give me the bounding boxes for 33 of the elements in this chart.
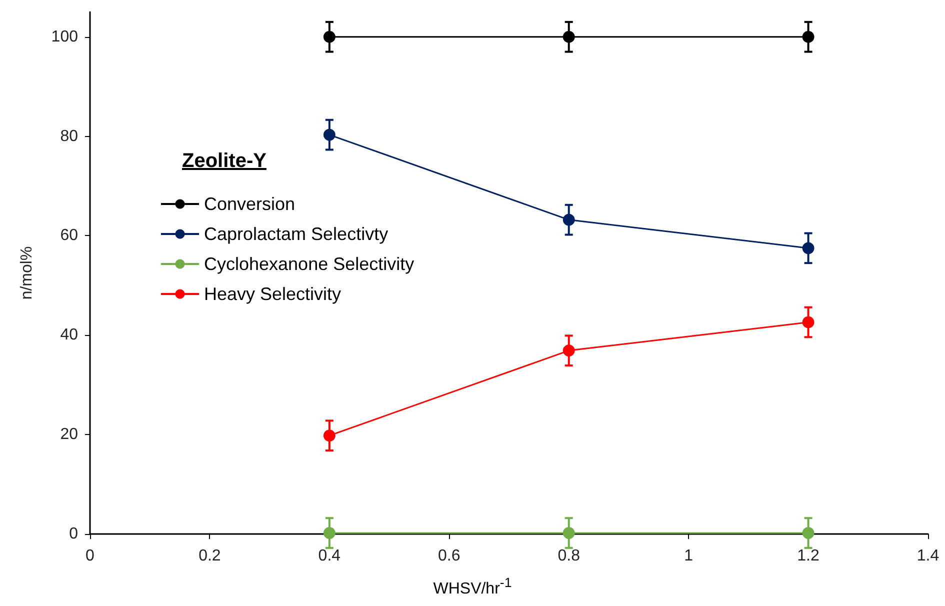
y-tick-label: 100: [51, 28, 78, 46]
legend-label: Heavy Selectivity: [204, 284, 342, 304]
y-tick-label: 80: [60, 128, 78, 145]
point: [802, 527, 814, 539]
point: [562, 30, 575, 43]
x-tick-label: 1.4: [916, 548, 940, 564]
point: [323, 128, 336, 141]
point: [802, 242, 814, 254]
point: [562, 527, 575, 539]
y-axis-title: n/mol%: [18, 246, 36, 300]
point: [562, 344, 575, 357]
y-tick-label: 20: [60, 426, 78, 444]
x-tick-label: 1.2: [797, 548, 820, 564]
y-tick-label: 60: [60, 227, 78, 244]
point: [323, 430, 336, 442]
legend-label: Cyclohexanone Selectivity: [204, 254, 414, 274]
x-tick-label: 0: [86, 548, 95, 564]
point: [323, 527, 336, 539]
x-axis-title: WHSV/hr$^{-1}$: [432, 575, 513, 598]
x-tick-label: 0.6: [438, 548, 460, 564]
point: [562, 214, 575, 226]
point: [802, 30, 814, 43]
x-tick-label: 1: [684, 548, 694, 564]
y-tick-label: 40: [60, 326, 78, 344]
point: [323, 30, 336, 43]
legend-label: Conversion: [204, 194, 296, 214]
x-tick-label: 0.2: [198, 548, 221, 564]
point: [802, 316, 814, 328]
x-tick-label: 0.8: [558, 548, 580, 564]
x-tick-label: 0.4: [318, 548, 341, 564]
legend-label: Caprolactam Selectivty: [204, 224, 388, 244]
y-tick-label: 0: [69, 526, 78, 542]
legend-title: Zeolite-Y: [182, 150, 266, 173]
